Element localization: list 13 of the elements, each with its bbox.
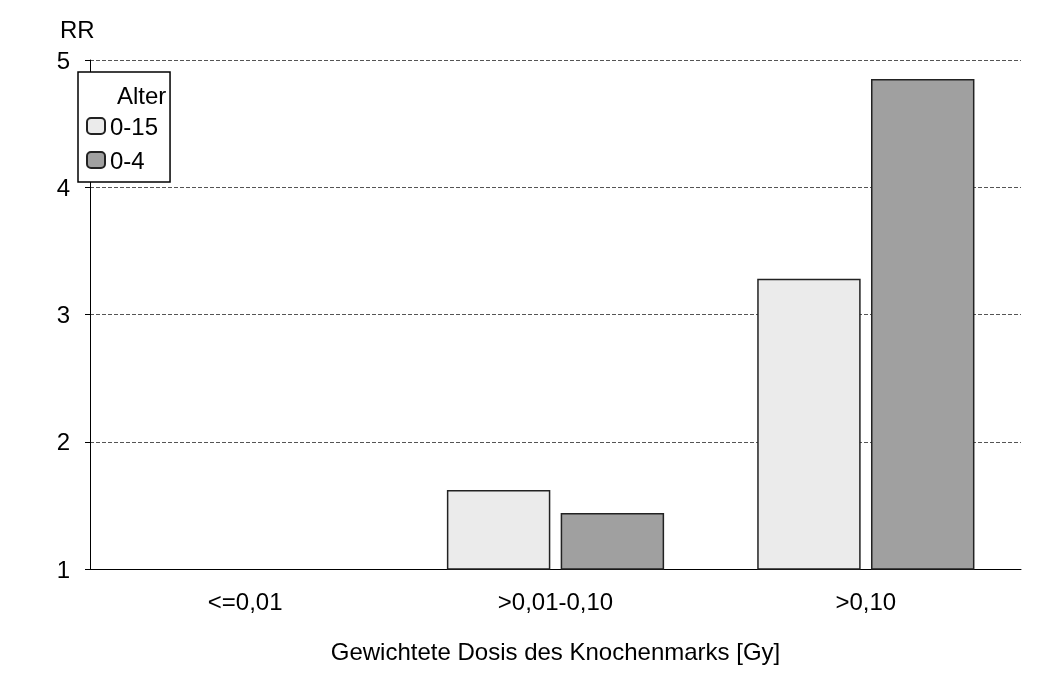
y-axis-title: RR — [60, 15, 95, 43]
x-tick-label: >0,10 — [835, 587, 897, 615]
y-tick-label: 2 — [56, 428, 70, 456]
x-axis-title: Gewichtete Dosis des Knochenmarks [Gy] — [330, 637, 781, 665]
y-tick-label: 1 — [56, 555, 70, 583]
legend-label: 0-4 — [110, 146, 145, 174]
x-tick-label: >0,01-0,10 — [497, 587, 614, 615]
legend-label: 0-15 — [110, 112, 159, 140]
x-tick-label: <=0,01 — [207, 587, 283, 615]
y-tick-label: 5 — [56, 46, 70, 74]
y-tick-label: 3 — [56, 301, 70, 328]
legend-title: Alter — [117, 81, 167, 109]
y-tick-label: 4 — [56, 173, 70, 201]
